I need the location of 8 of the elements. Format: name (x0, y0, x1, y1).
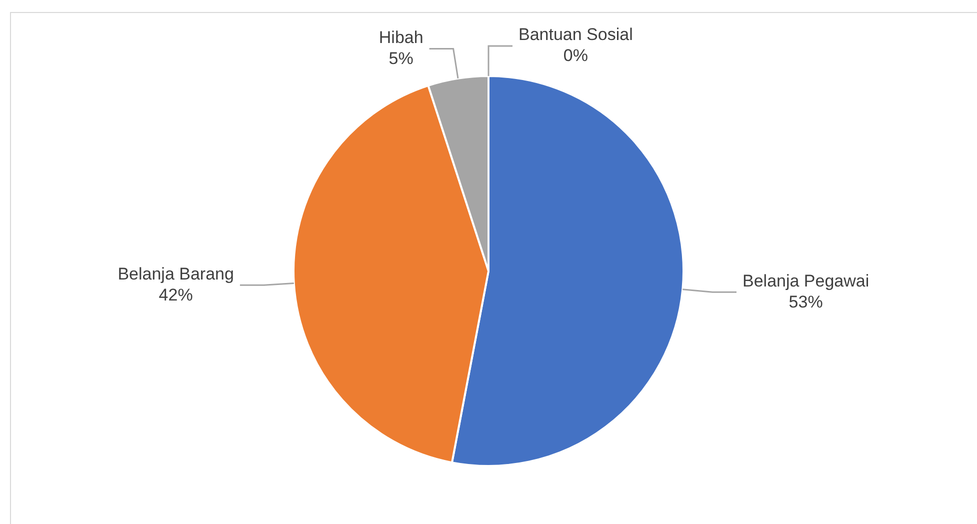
data-label: 5% (388, 48, 414, 68)
category-label: Bantuan Sosial (518, 25, 633, 44)
text: 0% (563, 46, 588, 66)
data-label: 53% (788, 292, 823, 312)
slice-label: Hibah (378, 28, 424, 47)
slice-label: Belanja Pegawai (742, 271, 870, 290)
data-label: 42% (158, 285, 193, 304)
slice-label: Belanja Barang (118, 264, 234, 284)
